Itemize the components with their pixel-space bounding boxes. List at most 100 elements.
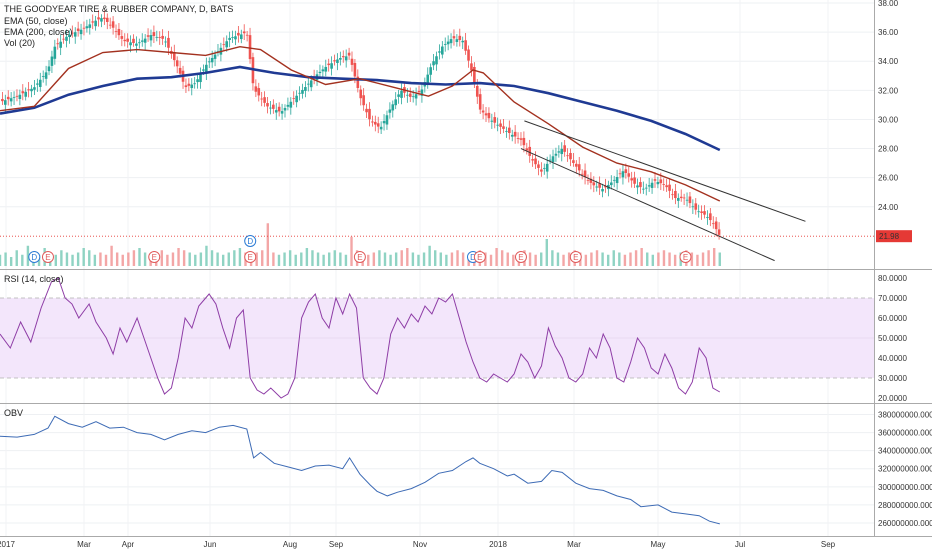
- earnings-marker: [569, 251, 582, 263]
- candle-body: [560, 148, 564, 155]
- volume-bar: [612, 250, 615, 266]
- volume-bar: [411, 252, 415, 266]
- candle-body: [659, 179, 663, 184]
- candle-body: [272, 104, 275, 109]
- candle-body: [146, 35, 150, 37]
- volume-bar: [110, 245, 113, 266]
- time-tick-label: Nov: [413, 540, 427, 549]
- volume-bar: [545, 239, 548, 266]
- volume-bar: [712, 248, 716, 266]
- volume-bar: [88, 250, 91, 266]
- volume-bar: [21, 254, 24, 266]
- volume-bar: [372, 252, 376, 266]
- volume-bar: [121, 254, 124, 266]
- candle-body: [711, 223, 715, 225]
- candle-body: [324, 66, 328, 72]
- candle-body: [382, 121, 386, 124]
- candle-body: [245, 34, 249, 36]
- obv-tick-label: 280000000.0000: [878, 501, 932, 510]
- volume-bar: [512, 254, 515, 266]
- volume-bar: [54, 254, 57, 266]
- volume-bar: [238, 248, 242, 266]
- candle-body: [108, 24, 112, 26]
- volume-bar: [272, 252, 275, 266]
- volume-bar: [322, 254, 325, 266]
- candle-body: [263, 97, 266, 103]
- candle-body: [566, 155, 569, 157]
- candle-body: [225, 41, 229, 48]
- volume-bar: [389, 254, 392, 266]
- volume-bar: [227, 252, 230, 266]
- candle-body: [132, 38, 135, 43]
- candle-body: [304, 87, 307, 91]
- volume-bar: [221, 254, 225, 266]
- candle-body: [458, 35, 462, 41]
- volume-bar: [233, 250, 236, 266]
- candle-body: [117, 28, 121, 36]
- candle-body: [202, 69, 205, 71]
- rsi-tick-label: 80.0000: [878, 274, 907, 283]
- volume-bar: [394, 252, 398, 266]
- candle-body: [650, 182, 654, 188]
- candle-body: [394, 99, 397, 106]
- candle-body: [557, 151, 561, 153]
- candle-body: [513, 131, 517, 137]
- candle-body: [172, 52, 176, 61]
- earnings-marker: [244, 251, 257, 263]
- candle-body: [484, 113, 488, 116]
- volume-bar: [327, 252, 331, 266]
- candle-body: [339, 58, 342, 60]
- candle-body: [700, 211, 703, 213]
- rsi-title: RSI (14, close): [4, 274, 64, 284]
- candle-body: [697, 211, 700, 213]
- candle-body: [318, 71, 322, 74]
- candle-body: [656, 181, 660, 185]
- candle-body: [333, 60, 336, 62]
- volume-bar: [562, 254, 565, 266]
- candle-body: [207, 61, 211, 63]
- candle-body: [283, 107, 287, 111]
- candle-body: [91, 21, 95, 23]
- volume-bar: [534, 254, 537, 266]
- candle-body: [612, 179, 616, 181]
- volume-bar: [461, 252, 465, 266]
- candle-body: [210, 57, 214, 63]
- candle-body: [88, 24, 92, 28]
- candle-body: [175, 60, 179, 67]
- time-tick-label: Jul: [735, 540, 745, 549]
- candle-body: [277, 106, 281, 112]
- candle-body: [196, 79, 199, 83]
- candle-body: [105, 17, 109, 22]
- volume-bar: [294, 254, 297, 266]
- candle-body: [330, 63, 333, 69]
- candle-body: [231, 37, 234, 38]
- candle-body: [350, 58, 354, 65]
- earnings-marker: [41, 251, 54, 263]
- legend-ema200: EMA (200, close): [4, 27, 73, 37]
- volume-bar: [76, 252, 80, 266]
- candle-body: [242, 31, 246, 34]
- candle-body: [100, 18, 103, 22]
- candle-body: [9, 98, 13, 102]
- volume-bar: [495, 248, 498, 266]
- grid-layer: [0, 0, 874, 536]
- candle-body: [551, 156, 555, 162]
- volume-bar: [182, 250, 186, 266]
- volume-bar: [629, 252, 632, 266]
- obv-tick-label: 360000000.0000: [878, 429, 932, 438]
- candle-body: [321, 69, 325, 72]
- volume-bar: [9, 257, 13, 266]
- volume-bar: [82, 248, 85, 266]
- candle-body: [4, 100, 7, 105]
- candle-body: [493, 117, 497, 123]
- candle-body: [615, 177, 619, 184]
- candle-body: [248, 35, 252, 60]
- candle-body: [572, 160, 575, 163]
- earnings-marker: [473, 251, 486, 263]
- candle-body: [420, 89, 424, 96]
- volume-bar: [171, 252, 175, 266]
- volume-bar: [406, 248, 409, 266]
- candle-body: [371, 121, 374, 123]
- candle-body: [306, 83, 310, 85]
